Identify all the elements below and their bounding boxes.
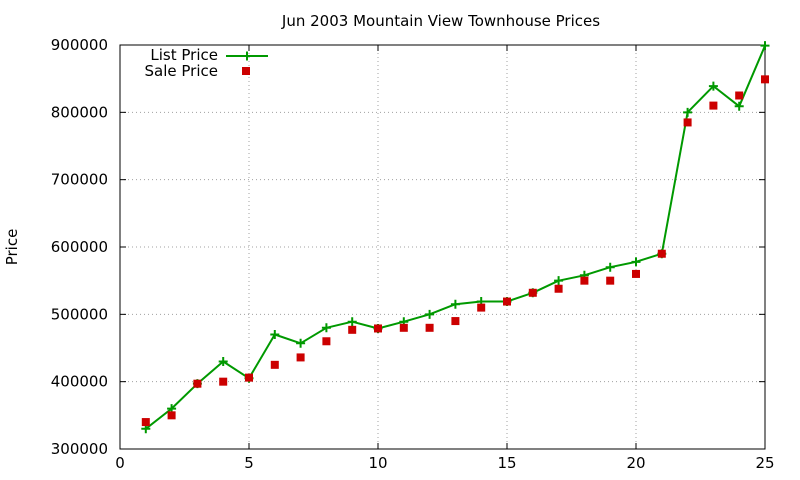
y-tick-label: 400000	[51, 373, 108, 391]
list-price-point	[218, 356, 228, 366]
sale-price-point	[425, 323, 434, 332]
x-tick-labels: 0 5 10 15 20 25	[115, 454, 774, 472]
list-price-point	[708, 81, 718, 91]
legend-symbol-sale-price	[242, 67, 250, 75]
list-price-point	[347, 317, 357, 327]
list-price-point	[631, 257, 641, 267]
x-tick-label: 15	[497, 454, 516, 472]
sale-price-point	[167, 411, 176, 420]
legend-marker-sale-price	[242, 67, 250, 75]
y-tick-label: 300000	[51, 440, 108, 458]
legend: List Price Sale Price	[145, 46, 268, 80]
sale-price-point	[503, 297, 511, 306]
x-tick-label: 10	[368, 454, 387, 472]
list-price-point	[270, 330, 280, 340]
list-price-point	[760, 41, 770, 51]
sale-price-point	[761, 75, 769, 84]
y-tick-label: 800000	[51, 103, 108, 121]
sale-price-point	[657, 249, 666, 258]
sale-price-point	[683, 118, 692, 127]
y-tick-label: 700000	[51, 171, 108, 189]
list-price-point	[425, 309, 435, 319]
x-tick-label: 20	[626, 454, 645, 472]
y-tick-labels: 300000 400000 500000 600000 700000 800000 9000…	[51, 36, 108, 458]
y-axis-label: Price	[3, 229, 21, 266]
chart-title: Jun 2003 Mountain View Townhouse Prices	[281, 12, 600, 30]
sale-price-point	[399, 323, 408, 332]
sale-price-point	[219, 377, 228, 386]
list-price-point	[450, 299, 460, 309]
legend-symbol-list-price	[226, 51, 268, 61]
sale-price-point	[451, 317, 460, 326]
x-tick-label: 0	[115, 454, 125, 472]
y-tick-label: 500000	[51, 305, 108, 323]
list-price-point	[605, 262, 615, 272]
legend-label-list-price: List Price	[150, 46, 218, 64]
list-price-point	[734, 101, 744, 111]
list-price-point	[554, 276, 564, 286]
sale-price-point	[709, 101, 718, 110]
sale-price-point	[270, 360, 279, 369]
sale-price-point	[554, 284, 563, 293]
x-tick-label: 25	[755, 454, 774, 472]
sale-price-point	[296, 353, 305, 362]
sale-price-point	[632, 269, 640, 278]
legend-marker-list-price	[242, 51, 252, 61]
list-price-point	[296, 338, 306, 348]
y-tick-label: 900000	[51, 36, 108, 54]
x-tick-label: 5	[244, 454, 254, 472]
sale-price-point	[193, 379, 202, 388]
sale-price-point	[141, 418, 150, 427]
sale-price-point	[245, 373, 253, 382]
sale-price-point	[374, 324, 382, 333]
y-tick-label: 600000	[51, 238, 108, 256]
list-price-point	[683, 107, 693, 117]
list-price-point	[321, 323, 331, 333]
sale-price-point	[606, 276, 615, 285]
plot-area	[141, 41, 770, 434]
sale-price-point	[322, 337, 331, 346]
sale-price-point	[580, 276, 589, 285]
sale-price-point	[477, 303, 486, 312]
sale-price-point	[348, 325, 357, 334]
sale-price-point	[735, 91, 744, 100]
legend-label-sale-price: Sale Price	[145, 62, 218, 80]
sale-price-point	[528, 288, 537, 297]
